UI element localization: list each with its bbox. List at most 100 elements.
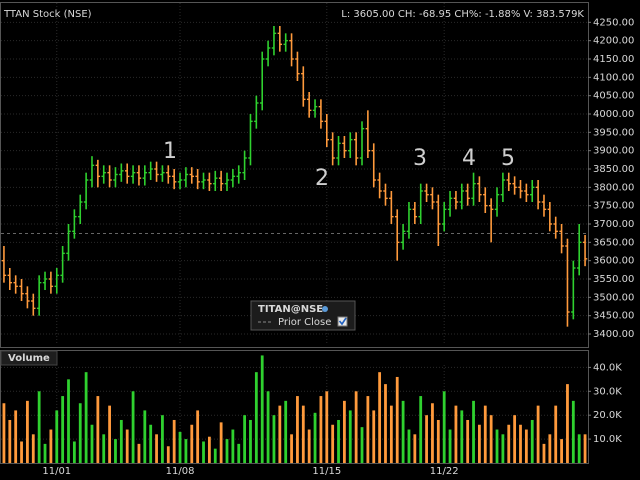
volume-bar <box>577 434 581 463</box>
x-tick-label: 11/08 <box>166 466 195 477</box>
legend-title: TITAN@NSE <box>258 304 323 315</box>
volume-bar <box>501 434 505 463</box>
annotation: 3 <box>413 146 427 171</box>
volume-bar <box>542 443 546 463</box>
volume-bar <box>442 391 446 463</box>
volume-bar <box>384 384 387 463</box>
y-tick-label: 3800.00 <box>593 182 634 193</box>
volume-bar <box>436 419 440 463</box>
volume-bar <box>513 415 517 463</box>
volume-bar <box>495 429 499 463</box>
volume-bar <box>149 424 153 463</box>
volume-bar <box>72 441 76 463</box>
volume-bar <box>14 410 18 463</box>
volume-bar <box>78 403 82 463</box>
volume-bar <box>213 448 217 463</box>
y-tick-label: 3600.00 <box>593 256 634 267</box>
legend-checkbox[interactable] <box>337 316 348 327</box>
volume-title: Volume <box>8 353 50 364</box>
volume-bar <box>425 415 428 463</box>
volume-bar <box>407 429 411 463</box>
volume-bar <box>108 405 111 463</box>
annotation: 4 <box>462 146 476 171</box>
volume-bar <box>401 400 405 463</box>
volume-bar <box>272 415 276 463</box>
y-tick-label: 3650.00 <box>593 237 634 248</box>
volume-bar <box>260 355 264 463</box>
volume-bar <box>348 410 352 463</box>
volume-bar <box>49 429 53 463</box>
x-tick-label: 11/01 <box>42 466 71 477</box>
volume-bar <box>249 419 252 463</box>
volume-bar <box>55 410 59 463</box>
volume-bar <box>196 410 200 463</box>
volume-bar <box>554 405 558 463</box>
volume-bar <box>96 396 100 463</box>
volume-bar <box>161 415 164 463</box>
volume-bar <box>284 400 288 463</box>
annotation: 5 <box>501 146 515 171</box>
y-tick-label: 3750.00 <box>593 201 634 212</box>
volume-bar <box>372 410 376 463</box>
volume-bar <box>566 384 569 463</box>
volume-bar <box>466 419 470 463</box>
volume-bar <box>319 396 323 463</box>
y-tick-label: 4100.00 <box>593 72 634 83</box>
volume-bar <box>172 419 176 463</box>
legend-icon <box>322 306 328 312</box>
volume-bar <box>125 429 129 463</box>
y-tick-label: 3400.00 <box>593 329 634 340</box>
volume-bar <box>237 443 241 463</box>
volume-bar <box>354 391 358 463</box>
volume-bar <box>389 405 393 463</box>
volume-bar <box>67 379 70 463</box>
y-tick-label: 20.0K <box>593 410 622 421</box>
legend-label: Prior Close <box>278 317 331 328</box>
volume-bar <box>290 434 293 463</box>
y-tick-label: 3500.00 <box>593 292 634 303</box>
volume-bar <box>583 434 587 463</box>
volume-bar <box>560 439 563 463</box>
volume-bar <box>507 424 511 463</box>
volume-bar <box>266 391 270 463</box>
volume-bar <box>454 405 458 463</box>
volume-bar <box>366 396 370 463</box>
volume-bar <box>278 405 282 463</box>
volume-bar <box>119 419 123 463</box>
volume-bar <box>178 431 182 463</box>
volume-bar <box>337 419 340 463</box>
volume-bar <box>31 434 35 463</box>
y-tick-label: 4250.00 <box>593 17 634 28</box>
y-tick-label: 4150.00 <box>593 54 634 65</box>
volume-bar <box>231 429 235 463</box>
volume-bar <box>378 372 382 463</box>
volume-bar <box>102 434 106 463</box>
quote-summary: L: 3605.00 CH: -68.95 CH%: -1.88% V: 383… <box>341 9 584 20</box>
volume-bar <box>419 396 423 463</box>
volume-bar <box>219 422 223 463</box>
chart-title: TTAN Stock (NSE) <box>3 9 92 20</box>
volume-bar <box>114 439 117 463</box>
volume-bar <box>243 415 247 463</box>
y-tick-label: 3950.00 <box>593 127 634 138</box>
volume-bar <box>20 441 23 463</box>
volume-bar <box>536 405 540 463</box>
volume-bar <box>519 424 522 463</box>
volume-bar <box>472 400 475 463</box>
volume-bar <box>8 419 12 463</box>
y-tick-label: 4050.00 <box>593 91 634 102</box>
volume-bar <box>225 439 229 463</box>
volume-bar <box>448 429 452 463</box>
price-panel <box>0 2 589 348</box>
volume-bar <box>478 424 481 463</box>
volume-bar <box>413 434 417 463</box>
volume-bar <box>524 429 528 463</box>
x-tick-label: 11/15 <box>312 466 341 477</box>
volume-bar <box>137 443 141 463</box>
volume-bar <box>483 405 487 463</box>
volume-bar <box>301 405 305 463</box>
volume-bar <box>61 396 65 463</box>
volume-bar <box>254 372 258 463</box>
y-tick-label: 3850.00 <box>593 164 634 175</box>
volume-bar <box>548 434 552 463</box>
